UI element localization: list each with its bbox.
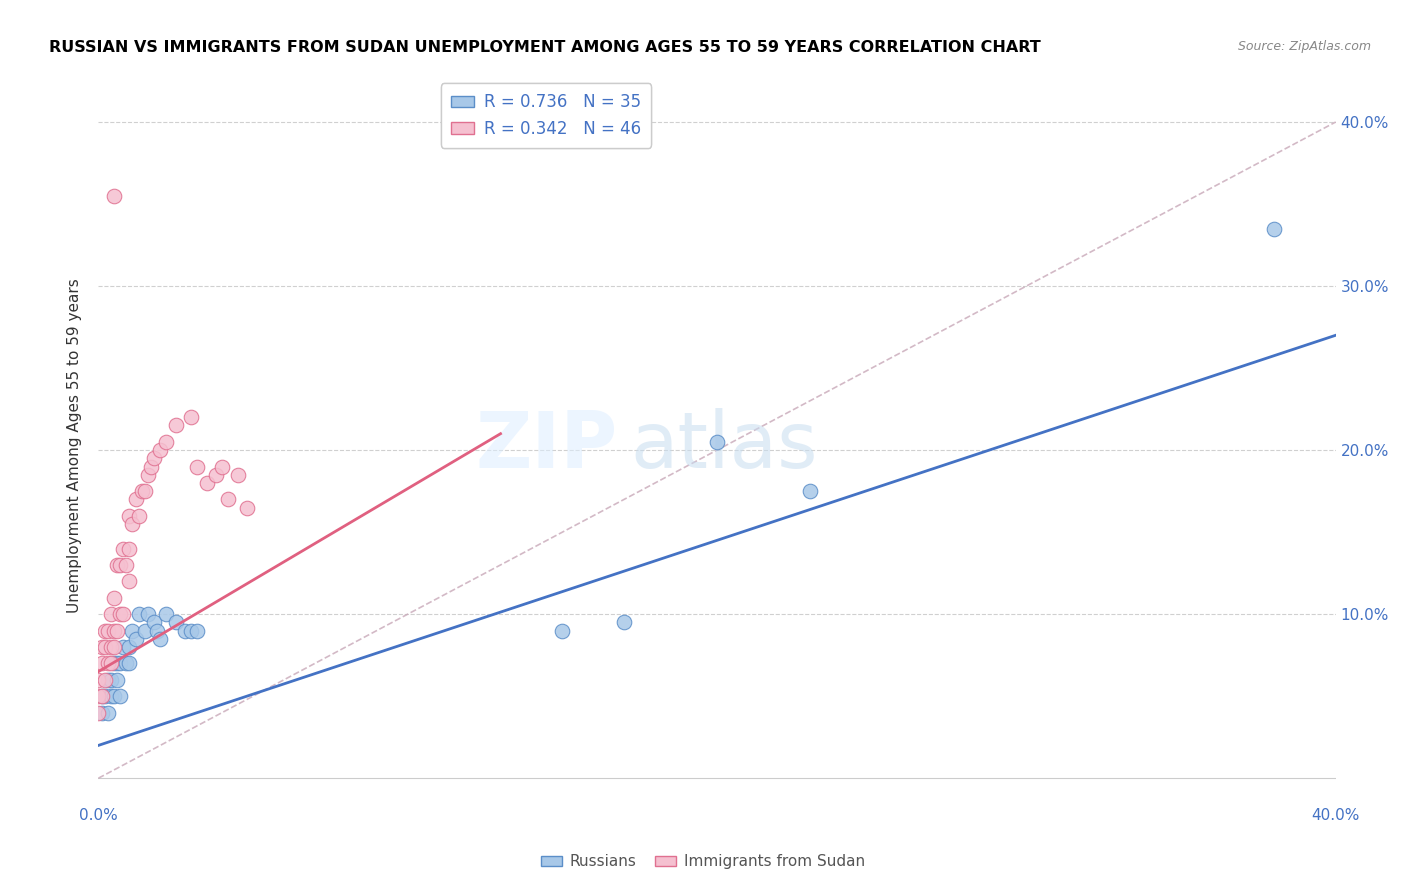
Point — [97, 624, 120, 638]
Point — [124, 632, 146, 646]
Point — [118, 640, 141, 654]
Point — [87, 689, 110, 703]
Point — [165, 418, 187, 433]
Point — [108, 558, 131, 572]
Point — [103, 624, 125, 638]
Point — [139, 459, 162, 474]
Point — [217, 492, 239, 507]
Point — [112, 640, 135, 654]
Point — [226, 467, 249, 482]
Point — [105, 673, 128, 687]
Point — [149, 443, 172, 458]
Point — [155, 607, 177, 622]
Point — [186, 459, 208, 474]
Point — [112, 541, 135, 556]
Point — [90, 640, 112, 654]
Point — [195, 475, 218, 490]
Point — [118, 541, 141, 556]
Point — [1263, 221, 1285, 235]
Point — [149, 632, 172, 646]
Point — [100, 657, 122, 671]
Point — [87, 673, 110, 687]
Legend: Russians, Immigrants from Sudan: Russians, Immigrants from Sudan — [534, 848, 872, 875]
Point — [100, 640, 122, 654]
Point — [93, 673, 115, 687]
Point — [205, 467, 228, 482]
Point — [799, 484, 821, 499]
Point — [128, 607, 150, 622]
Point — [100, 607, 122, 622]
Point — [124, 492, 146, 507]
Point — [90, 689, 112, 703]
Point — [103, 657, 125, 671]
Point — [115, 657, 138, 671]
Point — [180, 624, 202, 638]
Point — [97, 657, 120, 671]
Point — [118, 657, 141, 671]
Point — [155, 434, 177, 449]
Y-axis label: Unemployment Among Ages 55 to 59 years: Unemployment Among Ages 55 to 59 years — [67, 278, 83, 614]
Point — [706, 434, 728, 449]
Point — [118, 574, 141, 589]
Point — [93, 624, 115, 638]
Point — [97, 706, 120, 720]
Point — [90, 657, 112, 671]
Point — [90, 706, 112, 720]
Point — [121, 516, 143, 531]
Point — [236, 500, 259, 515]
Point — [103, 689, 125, 703]
Point — [105, 558, 128, 572]
Point — [93, 640, 115, 654]
Point — [93, 689, 115, 703]
Point — [87, 706, 110, 720]
Point — [105, 657, 128, 671]
Point — [551, 624, 574, 638]
Text: ZIP: ZIP — [475, 408, 619, 484]
Text: Source: ZipAtlas.com: Source: ZipAtlas.com — [1237, 40, 1371, 54]
Point — [134, 624, 156, 638]
Point — [108, 607, 131, 622]
Point — [108, 689, 131, 703]
Point — [180, 410, 202, 425]
Point — [186, 624, 208, 638]
Point — [146, 624, 169, 638]
Point — [103, 640, 125, 654]
Point — [165, 615, 187, 630]
Point — [103, 189, 125, 203]
Point — [174, 624, 197, 638]
Point — [108, 657, 131, 671]
Point — [100, 689, 122, 703]
Point — [613, 615, 636, 630]
Point — [136, 467, 159, 482]
Point — [211, 459, 233, 474]
Text: RUSSIAN VS IMMIGRANTS FROM SUDAN UNEMPLOYMENT AMONG AGES 55 TO 59 YEARS CORRELAT: RUSSIAN VS IMMIGRANTS FROM SUDAN UNEMPLO… — [49, 40, 1040, 55]
Point — [143, 451, 166, 466]
Point — [143, 615, 166, 630]
Point — [121, 624, 143, 638]
Point — [128, 508, 150, 523]
Point — [115, 558, 138, 572]
Point — [131, 484, 153, 499]
Point — [112, 607, 135, 622]
Point — [103, 591, 125, 605]
Point — [100, 673, 122, 687]
Point — [97, 673, 120, 687]
Point — [134, 484, 156, 499]
Text: atlas: atlas — [630, 408, 818, 484]
Point — [136, 607, 159, 622]
Legend: R = 0.736   N = 35, R = 0.342   N = 46: R = 0.736 N = 35, R = 0.342 N = 46 — [441, 83, 651, 147]
Point — [105, 624, 128, 638]
Point — [90, 689, 112, 703]
Point — [118, 508, 141, 523]
